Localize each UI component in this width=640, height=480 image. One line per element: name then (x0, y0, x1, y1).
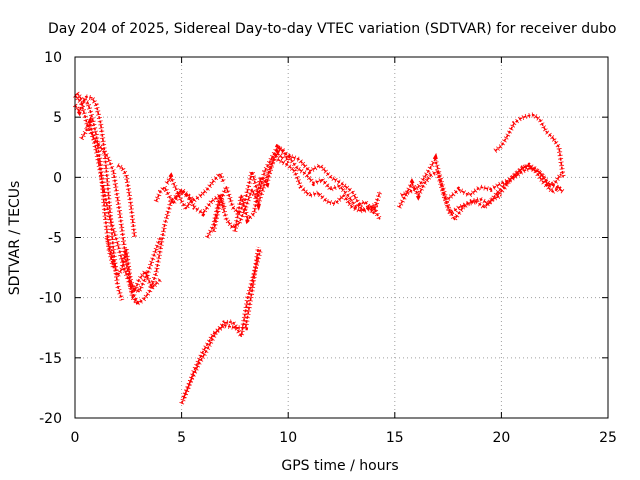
series-line-arc-6 (117, 164, 136, 238)
series-line-arc-13 (180, 246, 260, 404)
series-markers-arc-4 (79, 115, 163, 296)
y-tick-label: 10 (44, 50, 62, 66)
x-axis-label: GPS time / hours (281, 458, 398, 474)
y-tick-label: -5 (48, 231, 62, 247)
x-tick-label: 10 (279, 430, 297, 446)
series-line-arc-8 (155, 186, 225, 215)
x-tick-label: 25 (599, 430, 617, 446)
series-markers-arc-22 (495, 162, 564, 198)
y-tick-label: 0 (53, 170, 62, 186)
y-tick-label: -15 (39, 351, 62, 367)
series-line-arc-14 (182, 249, 262, 398)
x-tick-label: 20 (492, 430, 510, 446)
series-markers-arc-13 (179, 246, 261, 405)
series-markers-arc-3 (75, 91, 116, 269)
y-tick-label: 5 (53, 110, 62, 126)
series-line-arc-19 (400, 158, 564, 221)
grid-layer (75, 57, 608, 418)
series-line-arc-4 (80, 122, 162, 293)
y-tick-label: -10 (39, 291, 62, 307)
series-line-arc-21 (494, 114, 564, 178)
series-line-arc-5 (106, 237, 161, 293)
series-line-arc-16 (277, 146, 381, 215)
x-tick-label: 5 (177, 430, 186, 446)
y-axis-label: SDTVAR / TECUs (7, 181, 23, 296)
series-markers-arc-2 (72, 93, 125, 301)
chart-title: Day 204 of 2025, Sidereal Day-to-day VTE… (48, 21, 616, 37)
series-layer (72, 91, 566, 405)
series-markers-arc-12 (232, 144, 282, 232)
series-line-arc-7 (129, 172, 225, 305)
series-line-arc-2 (74, 95, 123, 301)
series-markers-arc-9 (164, 172, 195, 214)
series-markers-arc-10 (204, 149, 286, 239)
series-line-arc-9 (166, 176, 193, 210)
series-markers-arc-19 (400, 152, 565, 225)
series-markers-arc-17 (287, 153, 383, 221)
series-line-arc-11 (212, 146, 289, 232)
plot-frame (74, 56, 609, 419)
x-tick-label: 15 (386, 430, 404, 446)
axis-layer: 0 5 10 15 20 25 -20 -15 -10 -5 0 5 10 (39, 50, 617, 446)
x-tick-label: 0 (71, 430, 80, 446)
series-markers-arc-15 (276, 157, 379, 214)
series-markers-arc-14 (181, 248, 263, 399)
y-tick-label: -20 (39, 411, 62, 427)
